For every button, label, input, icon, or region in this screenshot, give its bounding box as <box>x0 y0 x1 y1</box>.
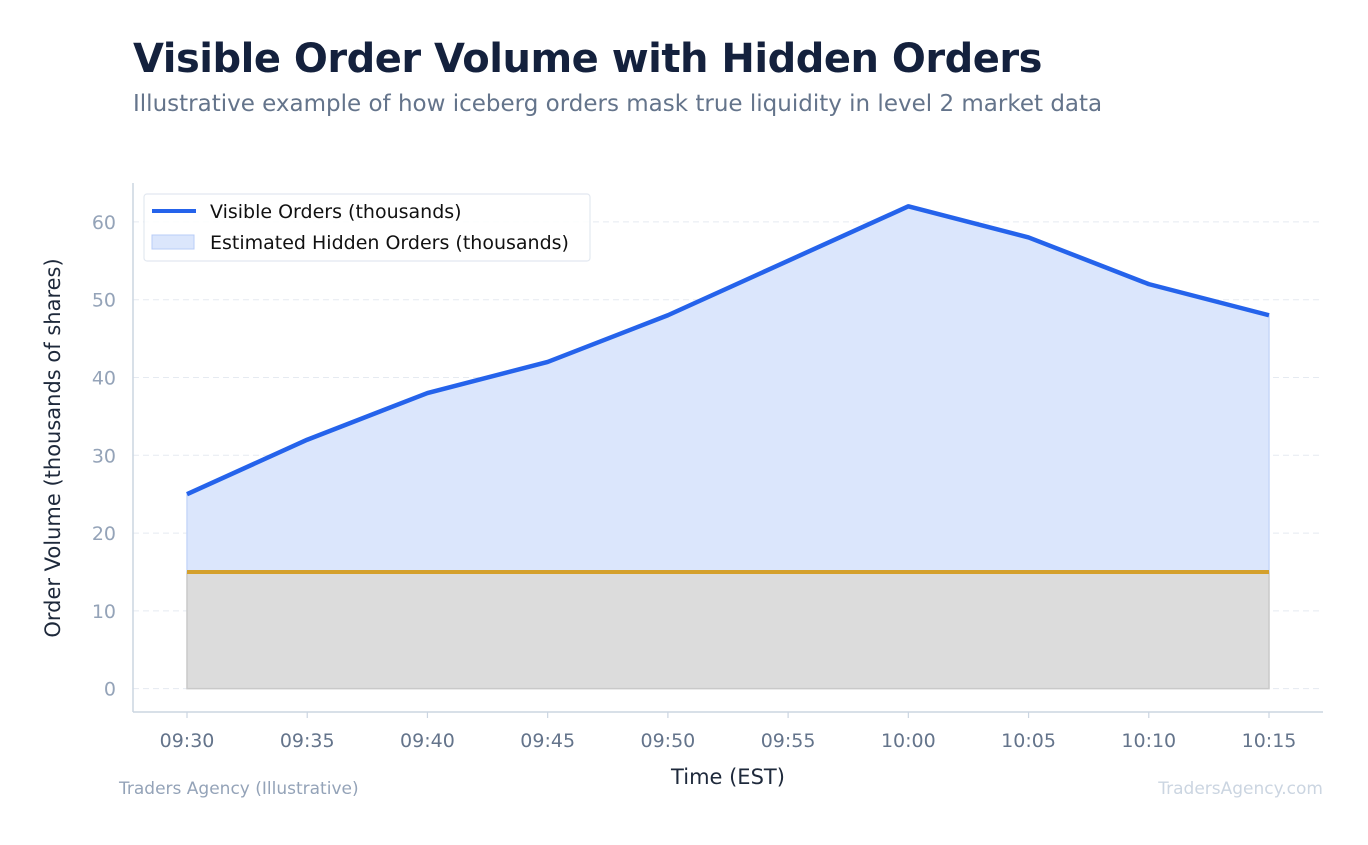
legend-hidden-swatch <box>151 234 195 250</box>
x-tick-label-09:55: 09:55 <box>761 730 816 752</box>
visible-baseline-area <box>186 571 1270 690</box>
x-tick-labels: 09:30 09:35 09:40 09:45 09:50 09:55 10:00 10:05… <box>160 712 1297 752</box>
y-tick-labels: 0 10 20 30 40 50 60 <box>92 212 116 701</box>
y-axis-label: Order Volume (thousands of shares) <box>41 258 65 637</box>
legend-box <box>143 193 591 262</box>
legend-visible-label: Visible Orders (thousands) <box>210 201 462 223</box>
area-layer <box>186 205 1270 690</box>
x-tick-label-10:00: 10:00 <box>881 730 936 752</box>
y-tick-label-20: 20 <box>92 523 116 545</box>
chart-title: Visible Order Volume with Hidden Orders <box>133 36 1042 82</box>
y-tick-label-10: 10 <box>92 601 116 623</box>
y-tick-label-60: 60 <box>92 212 116 234</box>
legend-hidden-label: Estimated Hidden Orders (thousands) <box>210 232 569 254</box>
x-tick-label-09:45: 09:45 <box>520 730 575 752</box>
y-tick-label-0: 0 <box>104 679 116 701</box>
x-tick-label-10:05: 10:05 <box>1001 730 1056 752</box>
x-tick-label-09:35: 09:35 <box>280 730 335 752</box>
x-tick-label-09:40: 09:40 <box>400 730 455 752</box>
axes-layer <box>132 183 1323 713</box>
line-layer <box>186 204 1270 574</box>
visible-orders-line <box>186 204 1270 497</box>
x-axis-label: Time (EST) <box>670 765 785 789</box>
y-tick-label-30: 30 <box>92 445 116 467</box>
x-tick-label-09:30: 09:30 <box>160 730 215 752</box>
x-tick-label-10:10: 10:10 <box>1121 730 1176 752</box>
x-tick-label-09:50: 09:50 <box>641 730 696 752</box>
chart-subtitle: Illustrative example of how iceberg orde… <box>133 91 1103 117</box>
x-tick-label-10:15: 10:15 <box>1242 730 1297 752</box>
y-tick-label-40: 40 <box>92 367 116 389</box>
watermark: TradersAgency.com <box>1158 779 1323 799</box>
source-note: Traders Agency (Illustrative) <box>119 779 359 799</box>
legend: Visible Orders (thousands) Estimated Hid… <box>143 193 591 262</box>
y-tick-label-50: 50 <box>92 290 116 312</box>
